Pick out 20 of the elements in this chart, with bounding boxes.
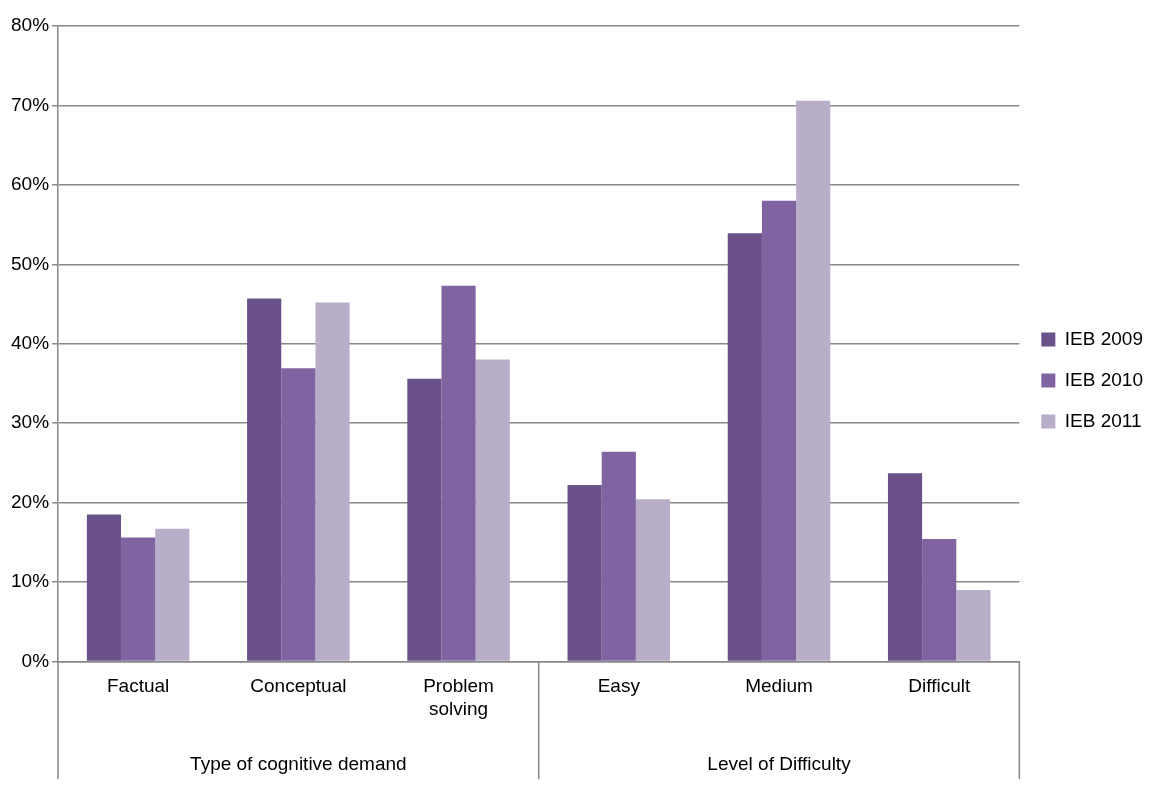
y-tick-label: 60% — [11, 173, 50, 195]
y-tick-label: 70% — [11, 93, 50, 115]
y-tick-label: 40% — [11, 331, 50, 353]
x-tick-label: Medium — [745, 675, 813, 697]
x-tick-label: Problem solving — [423, 675, 494, 719]
x-tick-label: Difficult — [908, 675, 971, 697]
x-tick-label: Conceptual — [250, 675, 347, 697]
y-tick-label: 30% — [11, 411, 50, 433]
y-tick-label: 10% — [11, 570, 50, 592]
x-tick-label: Factual — [106, 675, 170, 697]
x-tick-label: Easy — [597, 675, 641, 697]
text: Type of cognitive demand — [190, 753, 407, 775]
y-tick-label: 80% — [11, 14, 50, 36]
legend-label: IEB 2011 — [1064, 409, 1142, 431]
y-tick-label: 50% — [11, 252, 50, 274]
legend-label: IEB 2009 — [1064, 327, 1143, 349]
y-tick-label: 20% — [11, 490, 50, 512]
legend-label: IEB 2010 — [1064, 368, 1143, 390]
y-tick-label: 0% — [21, 649, 50, 671]
text: Level of Difficulty — [707, 753, 852, 775]
